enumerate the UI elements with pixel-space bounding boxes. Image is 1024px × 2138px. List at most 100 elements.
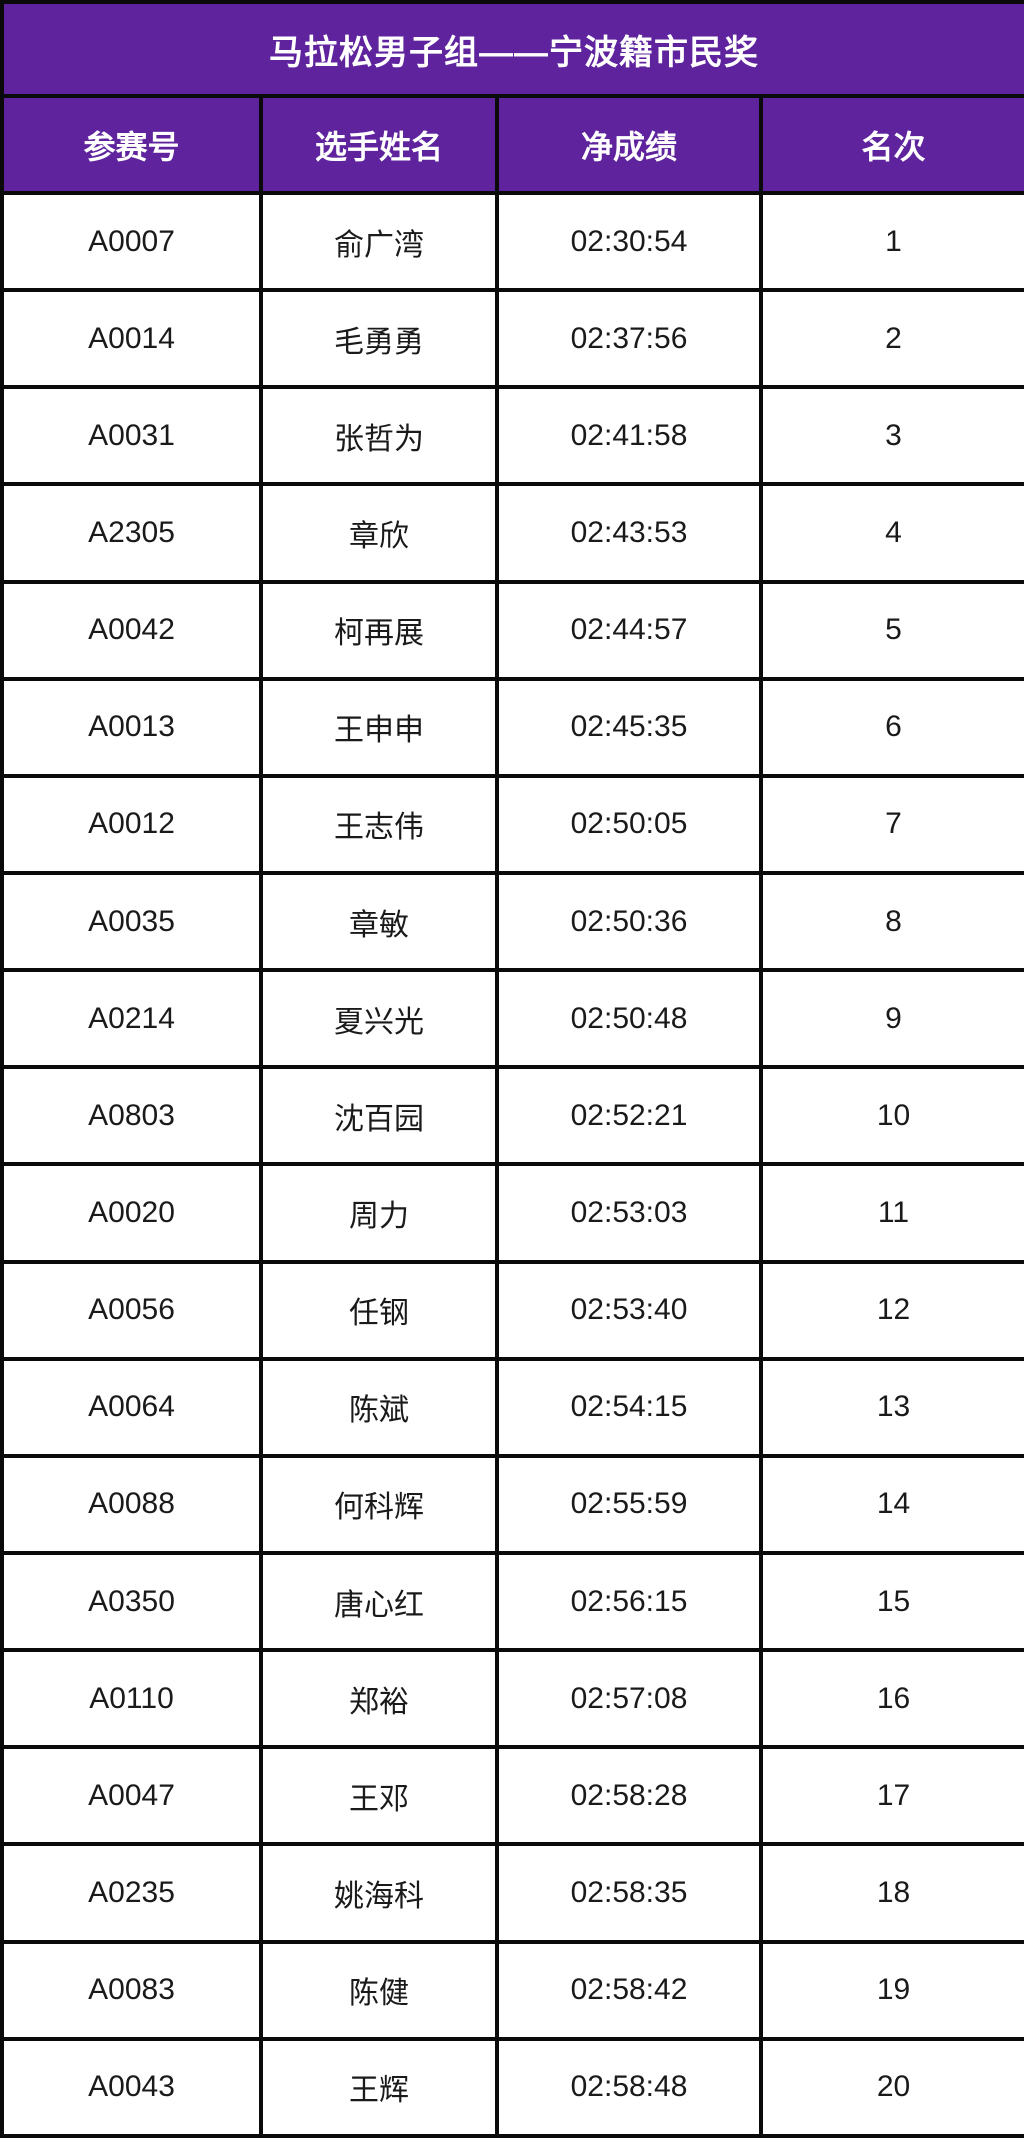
bib-cell: A2305 xyxy=(0,482,263,584)
name-cell: 俞广湾 xyxy=(259,190,499,293)
name-cell: 陈健 xyxy=(259,1939,499,2041)
rank-cell: 6 xyxy=(759,676,1024,778)
rank-cell: 14 xyxy=(759,1453,1024,1555)
bib-cell: A0020 xyxy=(0,1162,263,1264)
name-cell: 沈百园 xyxy=(259,1065,499,1167)
net-time-cell: 02:37:56 xyxy=(495,288,763,390)
table-row: A0214 夏兴光 02:50:48 9 xyxy=(0,968,1024,1070)
table-row: A0007 俞广湾 02:30:54 1 xyxy=(0,190,1024,293)
rank-cell: 5 xyxy=(759,579,1024,681)
rank-cell: 17 xyxy=(759,1745,1024,1847)
name-cell: 夏兴光 xyxy=(259,968,499,1070)
bib-cell: A0350 xyxy=(0,1550,263,1653)
table-row: A0035 章敏 02:50:36 8 xyxy=(0,870,1024,973)
bib-cell: A0110 xyxy=(0,1648,263,1750)
table-row: A0064 陈斌 02:54:15 13 xyxy=(0,1356,1024,1458)
table-row: A0056 任钢 02:53:40 12 xyxy=(0,1259,1024,1361)
bib-cell: A0035 xyxy=(0,870,263,973)
net-time-cell: 02:58:42 xyxy=(495,1939,763,2041)
bib-cell: A0043 xyxy=(0,2036,263,2138)
table-row: A0014 毛勇勇 02:37:56 2 xyxy=(0,288,1024,390)
net-time-cell: 02:50:48 xyxy=(495,968,763,1070)
table-row: A0110 郑裕 02:57:08 16 xyxy=(0,1648,1024,1750)
name-cell: 章敏 xyxy=(259,870,499,973)
net-time-cell: 02:41:58 xyxy=(495,385,763,487)
net-time-cell: 02:43:53 xyxy=(495,482,763,584)
bib-cell: A0007 xyxy=(0,190,263,293)
bib-cell: A0013 xyxy=(0,676,263,778)
rank-cell: 12 xyxy=(759,1259,1024,1361)
table-row: A0803 沈百园 02:52:21 10 xyxy=(0,1065,1024,1167)
bib-cell: A0083 xyxy=(0,1939,263,2041)
results-table-body: A0007 俞广湾 02:30:54 1 A0014 毛勇勇 02:37:56 … xyxy=(0,190,1024,2138)
col-header-net-time: 净成绩 xyxy=(495,94,763,195)
rank-cell: 3 xyxy=(759,385,1024,487)
table-row: A0350 唐心红 02:56:15 15 xyxy=(0,1550,1024,1653)
name-cell: 任钢 xyxy=(259,1259,499,1361)
bib-cell: A0014 xyxy=(0,288,263,390)
bib-cell: A0047 xyxy=(0,1745,263,1847)
table-row: A0020 周力 02:53:03 11 xyxy=(0,1162,1024,1264)
rank-cell: 10 xyxy=(759,1065,1024,1167)
bib-cell: A0088 xyxy=(0,1453,263,1555)
table-row: A0083 陈健 02:58:42 19 xyxy=(0,1939,1024,2041)
table-title: 马拉松男子组——宁波籍市民奖 xyxy=(0,0,1024,98)
col-header-rank: 名次 xyxy=(759,94,1024,195)
rank-cell: 16 xyxy=(759,1648,1024,1750)
table-row: A0013 王申申 02:45:35 6 xyxy=(0,676,1024,778)
rank-cell: 19 xyxy=(759,1939,1024,2041)
name-cell: 郑裕 xyxy=(259,1648,499,1750)
bib-cell: A0012 xyxy=(0,773,263,875)
rank-cell: 2 xyxy=(759,288,1024,390)
net-time-cell: 02:44:57 xyxy=(495,579,763,681)
net-time-cell: 02:53:03 xyxy=(495,1162,763,1264)
table-row: A0235 姚海科 02:58:35 18 xyxy=(0,1842,1024,1944)
net-time-cell: 02:58:35 xyxy=(495,1842,763,1944)
name-cell: 王志伟 xyxy=(259,773,499,875)
name-cell: 陈斌 xyxy=(259,1356,499,1458)
rank-cell: 13 xyxy=(759,1356,1024,1458)
net-time-cell: 02:53:40 xyxy=(495,1259,763,1361)
net-time-cell: 02:56:15 xyxy=(495,1550,763,1653)
rank-cell: 18 xyxy=(759,1842,1024,1944)
name-cell: 唐心红 xyxy=(259,1550,499,1653)
net-time-cell: 02:30:54 xyxy=(495,190,763,293)
bib-cell: A0031 xyxy=(0,385,263,487)
name-cell: 王申申 xyxy=(259,676,499,778)
rank-cell: 20 xyxy=(759,2036,1024,2138)
name-cell: 毛勇勇 xyxy=(259,288,499,390)
header-row: 参赛号 选手姓名 净成绩 名次 xyxy=(0,94,1024,195)
net-time-cell: 02:57:08 xyxy=(495,1648,763,1750)
table-row: A0042 柯再展 02:44:57 5 xyxy=(0,579,1024,681)
net-time-cell: 02:58:28 xyxy=(495,1745,763,1847)
title-row: 马拉松男子组——宁波籍市民奖 xyxy=(0,0,1024,98)
name-cell: 章欣 xyxy=(259,482,499,584)
name-cell: 王邓 xyxy=(259,1745,499,1847)
name-cell: 姚海科 xyxy=(259,1842,499,1944)
net-time-cell: 02:55:59 xyxy=(495,1453,763,1555)
name-cell: 何科辉 xyxy=(259,1453,499,1555)
name-cell: 王辉 xyxy=(259,2036,499,2138)
table-row: A2305 章欣 02:43:53 4 xyxy=(0,482,1024,584)
net-time-cell: 02:45:35 xyxy=(495,676,763,778)
table-row: A0012 王志伟 02:50:05 7 xyxy=(0,773,1024,875)
rank-cell: 4 xyxy=(759,482,1024,584)
bib-cell: A0064 xyxy=(0,1356,263,1458)
name-cell: 周力 xyxy=(259,1162,499,1264)
net-time-cell: 02:58:48 xyxy=(495,2036,763,2138)
col-header-name: 选手姓名 xyxy=(259,94,499,195)
rank-cell: 9 xyxy=(759,968,1024,1070)
rank-cell: 1 xyxy=(759,190,1024,293)
net-time-cell: 02:52:21 xyxy=(495,1065,763,1167)
net-time-cell: 02:50:36 xyxy=(495,870,763,973)
bib-cell: A0214 xyxy=(0,968,263,1070)
table-row: A0088 何科辉 02:55:59 14 xyxy=(0,1453,1024,1555)
rank-cell: 11 xyxy=(759,1162,1024,1264)
rank-cell: 8 xyxy=(759,870,1024,973)
net-time-cell: 02:54:15 xyxy=(495,1356,763,1458)
bib-cell: A0235 xyxy=(0,1842,263,1944)
name-cell: 张哲为 xyxy=(259,385,499,487)
table-row: A0031 张哲为 02:41:58 3 xyxy=(0,385,1024,487)
